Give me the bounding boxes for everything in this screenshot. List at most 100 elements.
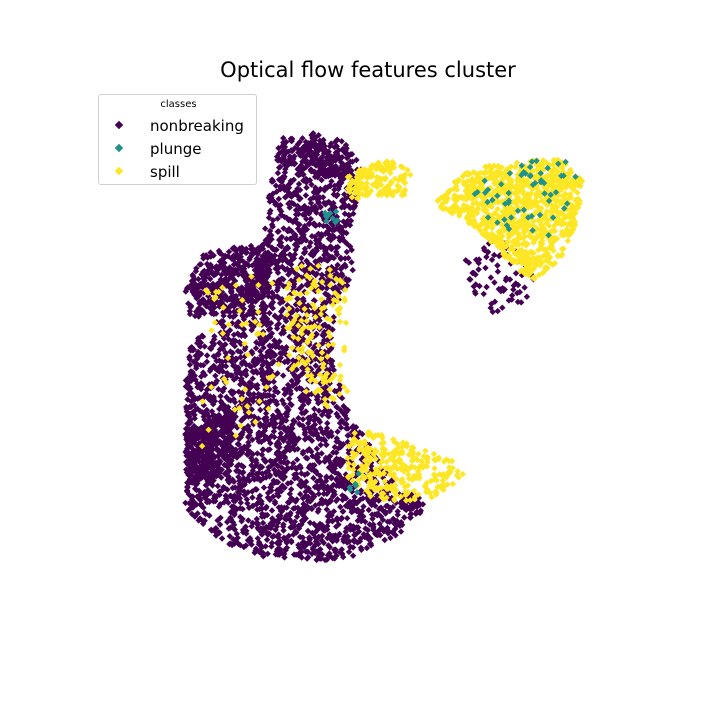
scatter-point [324, 184, 331, 191]
scatter-point [242, 523, 249, 530]
scatter-point [286, 395, 293, 402]
scatter-point [343, 425, 350, 432]
scatter-point [184, 396, 191, 403]
scatter-point [278, 330, 285, 337]
scatter-point [337, 503, 344, 511]
scatter-point [494, 262, 501, 269]
scatter-point [269, 197, 276, 204]
scatter-point [343, 525, 350, 532]
scatter-point [299, 450, 307, 457]
scatter-point [271, 246, 278, 253]
scatter-point [272, 526, 279, 534]
scatter-point [302, 515, 309, 522]
scatter-point [227, 514, 234, 521]
scatter-point [299, 416, 307, 423]
scatter-point [323, 291, 330, 298]
scatter-point [321, 255, 328, 263]
scatter-point [283, 537, 290, 544]
scatter-point [284, 459, 291, 466]
scatter-point [230, 362, 237, 369]
scatter-point [219, 345, 227, 353]
scatter-point [308, 437, 316, 444]
scatter-point [284, 381, 292, 389]
scatter-point [324, 251, 331, 258]
scatter-point [375, 527, 382, 534]
scatter-point [337, 254, 344, 261]
scatter-point [333, 438, 340, 445]
scatter-point [256, 505, 263, 513]
scatter-point [280, 225, 287, 232]
scatter-point [260, 391, 267, 399]
scatter-point [277, 430, 284, 437]
scatter-point [326, 453, 333, 460]
scatter-point [236, 486, 244, 494]
scatter-point [344, 515, 351, 522]
scatter-point [331, 555, 338, 562]
scatter-point [303, 541, 310, 548]
scatter-point [263, 282, 270, 289]
scatter-point [253, 486, 260, 493]
scatter-point [290, 551, 298, 558]
scatter-point [247, 242, 255, 250]
scatter-point [298, 483, 305, 490]
scatter-point [248, 322, 255, 329]
scatter-point [186, 354, 193, 361]
scatter-point [304, 497, 311, 505]
scatter-point [315, 540, 322, 548]
scatter-point [277, 201, 284, 209]
scatter-point [232, 446, 240, 453]
scatter-point [394, 511, 401, 518]
scatter-point [300, 401, 307, 409]
scatter-point [291, 231, 299, 238]
scatter-point [315, 485, 322, 493]
scatter-point [231, 338, 238, 345]
scatter-point [299, 135, 306, 142]
scatter-point [310, 474, 317, 482]
scatter-point [343, 415, 350, 422]
scatter-point [346, 525, 354, 533]
scatter-point [564, 237, 572, 244]
scatter-point [243, 396, 250, 403]
scatter-point [299, 171, 307, 178]
scatter-point [255, 469, 262, 477]
scatter-point [234, 494, 242, 502]
scatter-point [355, 528, 363, 535]
scatter-point [521, 284, 528, 291]
scatter-point [316, 221, 323, 228]
scatter-point [278, 420, 285, 427]
scatter-point [344, 539, 351, 546]
scatter-point [235, 364, 242, 371]
scatter-point [306, 243, 313, 250]
scatter-point [317, 546, 324, 553]
scatter-point [313, 206, 320, 213]
scatter-point [291, 328, 298, 336]
scatter-point [246, 429, 254, 436]
scatter-point [287, 236, 294, 243]
scatter-point [384, 530, 392, 537]
scatter-point [308, 131, 315, 139]
scatter-point [265, 495, 272, 502]
scatter-point [264, 446, 272, 454]
scatter-point [313, 556, 320, 564]
scatter-point [328, 178, 335, 185]
scatter-point [280, 449, 287, 456]
scatter-point [357, 510, 364, 517]
scatter-point [293, 456, 301, 463]
scatter-point [298, 554, 305, 561]
scatter-point [299, 211, 307, 218]
scatter-point [229, 484, 236, 492]
scatter-point [229, 349, 236, 357]
scatter-point [298, 509, 305, 516]
scatter-point [368, 511, 376, 518]
scatter-point [302, 454, 310, 461]
scatter-point [278, 415, 286, 422]
scatter-point [225, 525, 232, 532]
scatter-point [327, 498, 334, 505]
scatter-point [300, 234, 307, 241]
scatter-point [258, 352, 265, 359]
scatter-point [312, 502, 319, 509]
scatter-point [182, 377, 190, 384]
scatter-point [265, 214, 273, 221]
scatter-point [239, 481, 246, 488]
scatter-point [305, 397, 313, 404]
